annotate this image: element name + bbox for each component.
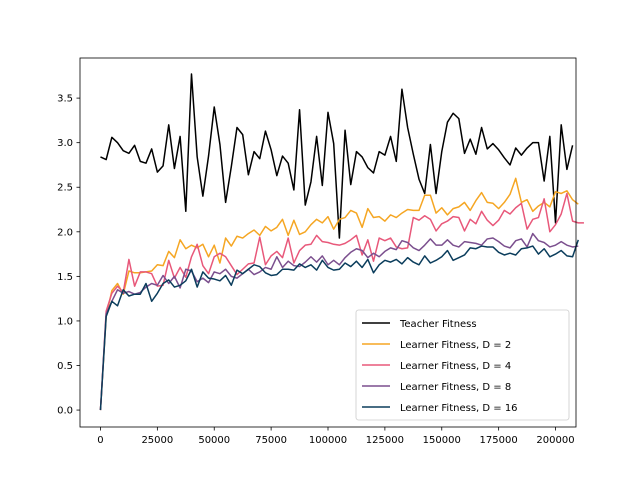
y-tick-label: 1.5 [57,272,73,283]
x-tick-label: 150000 [423,435,461,446]
x-tick-label: 175000 [480,435,518,446]
series-line-4 [99,239,579,411]
legend-label-0: Teacher Fitness [399,319,477,330]
x-axis: 0 25000 50000 75000 100000 125000 150000 175000… [97,427,575,446]
legend-label-4: Learner Fitness, D = 16 [400,403,518,414]
series-line-2 [99,192,584,411]
y-tick-label: 0.0 [57,406,73,417]
y-axis: 0.0 0.5 1.0 1.5 2.0 2.5 3.0 3.5 [57,94,80,417]
x-tick-label: 0 [97,435,103,446]
x-tick-label: 25000 [141,435,173,446]
y-tick-label: 1.0 [57,316,73,327]
x-tick-label: 100000 [309,435,347,446]
series-line-3 [99,232,579,411]
y-tick-label: 3.5 [57,94,73,105]
legend-label-3: Learner Fitness, D = 8 [400,382,511,393]
x-tick-label: 75000 [255,435,287,446]
y-tick-label: 0.5 [57,361,73,372]
legend: Teacher Fitness Learner Fitness, D = 2 Lea… [355,309,570,421]
y-tick-label: 3.0 [57,138,73,149]
legend-label-2: Learner Fitness, D = 4 [400,361,511,372]
x-tick-label: 125000 [366,435,404,446]
series-line-1 [99,177,579,411]
y-tick-label: 2.0 [57,227,73,238]
x-tick-label: 50000 [198,435,230,446]
y-tick-label: 2.5 [57,183,73,194]
legend-label-1: Learner Fitness, D = 2 [400,340,511,351]
plot-lines [99,73,584,411]
legend-box [355,309,570,421]
x-tick-label: 200000 [536,435,574,446]
series-line-0 [100,73,574,239]
